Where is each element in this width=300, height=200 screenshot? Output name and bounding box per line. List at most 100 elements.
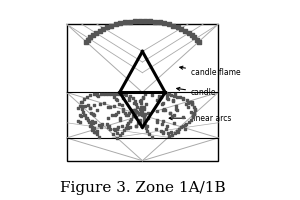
Point	[89, 128, 94, 131]
Point	[98, 92, 103, 95]
Point	[112, 113, 117, 117]
Point	[155, 118, 160, 122]
Point	[127, 119, 132, 123]
Point	[95, 92, 100, 95]
Point	[133, 108, 138, 111]
Point	[134, 106, 139, 109]
Point	[85, 117, 90, 120]
Point	[89, 112, 94, 115]
Point	[186, 101, 190, 104]
Point	[145, 130, 149, 133]
Point	[143, 127, 148, 130]
Bar	[67, 24, 218, 161]
Point	[100, 122, 104, 126]
Point	[160, 102, 165, 105]
Point	[157, 94, 161, 98]
Point	[141, 105, 146, 108]
Point	[161, 131, 166, 134]
Point	[174, 104, 179, 108]
Point	[116, 111, 120, 114]
Point	[133, 20, 137, 23]
Point	[139, 98, 144, 102]
Point	[137, 111, 142, 115]
Point	[105, 125, 110, 128]
Point	[98, 103, 103, 106]
Point	[127, 98, 132, 101]
Point	[178, 126, 183, 129]
Point	[140, 96, 145, 100]
Point	[80, 101, 85, 104]
Point	[138, 102, 143, 105]
Point	[108, 105, 112, 109]
Point	[87, 107, 92, 110]
Point	[77, 105, 82, 108]
Point	[107, 93, 112, 96]
Point	[109, 24, 114, 27]
Point	[157, 97, 161, 100]
Point	[114, 98, 119, 101]
Point	[114, 112, 119, 115]
Point	[134, 110, 139, 113]
Point	[170, 133, 175, 136]
Point	[98, 125, 103, 129]
Point	[134, 109, 139, 112]
Point	[90, 113, 95, 116]
Point	[193, 107, 198, 110]
Point	[167, 135, 172, 138]
Point	[190, 115, 195, 118]
Point	[185, 105, 190, 108]
Point	[111, 96, 116, 99]
Point	[85, 118, 90, 122]
Point	[132, 112, 137, 115]
Point	[180, 116, 185, 119]
Point	[176, 127, 181, 130]
Point	[134, 102, 139, 106]
Point	[110, 93, 115, 96]
Point	[131, 115, 136, 118]
Point	[183, 29, 188, 32]
Point	[130, 108, 135, 112]
Point	[192, 112, 197, 115]
Point	[119, 104, 124, 107]
Point	[125, 113, 130, 117]
Point	[171, 114, 176, 117]
Point	[115, 125, 120, 128]
Point	[95, 94, 100, 98]
Point	[88, 124, 92, 128]
Point	[138, 111, 143, 114]
Point	[91, 127, 96, 131]
Point	[179, 27, 184, 31]
Point	[166, 97, 171, 100]
Point	[171, 98, 176, 102]
Point	[182, 123, 187, 126]
Point	[142, 113, 147, 116]
Point	[115, 131, 119, 134]
Point	[101, 101, 106, 105]
Point	[92, 103, 97, 106]
Point	[149, 135, 154, 138]
Point	[113, 23, 118, 26]
Point	[112, 105, 116, 108]
Point	[121, 108, 125, 111]
Point	[168, 112, 172, 115]
Point	[138, 121, 142, 124]
Point	[91, 113, 96, 116]
Point	[142, 124, 147, 127]
Point	[154, 127, 159, 130]
Text: candle flame: candle flame	[180, 66, 241, 77]
Point	[189, 101, 194, 104]
Point	[129, 117, 134, 120]
Point	[111, 133, 116, 136]
Point	[146, 133, 151, 136]
Point	[91, 121, 96, 124]
Point	[124, 114, 128, 117]
Point	[87, 107, 92, 110]
Point	[84, 41, 88, 44]
Point	[140, 95, 145, 99]
Point	[97, 135, 102, 138]
Point	[162, 22, 167, 25]
Point	[157, 21, 162, 24]
Point	[92, 130, 97, 133]
Point	[134, 124, 138, 127]
Point	[154, 110, 159, 113]
